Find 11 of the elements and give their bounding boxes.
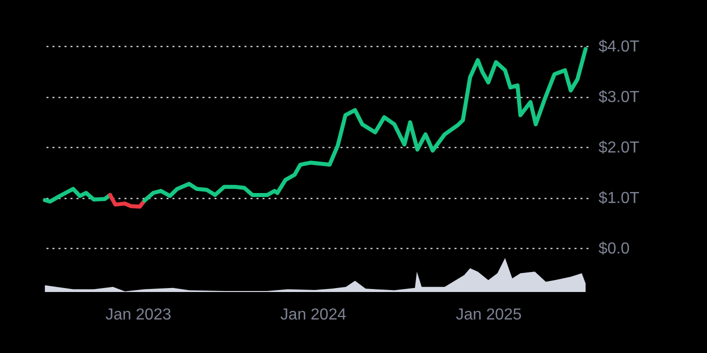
y-tick-label: $1.0T: [598, 190, 640, 207]
x-tick-label: Jan 2024: [280, 306, 346, 324]
y-tick-label: $4.0T: [598, 38, 640, 56]
y-tick-label: $3.0T: [598, 89, 640, 106]
y-tick-label: $0.0: [598, 240, 630, 258]
line-series: [142, 47, 588, 203]
x-tick-label: Jan 2023: [105, 306, 172, 324]
line-series: [108, 192, 147, 209]
line-series: [42, 186, 112, 204]
y-tick-label: $2.0T: [598, 140, 640, 156]
x-tick-label: Jan 2025: [456, 306, 522, 324]
